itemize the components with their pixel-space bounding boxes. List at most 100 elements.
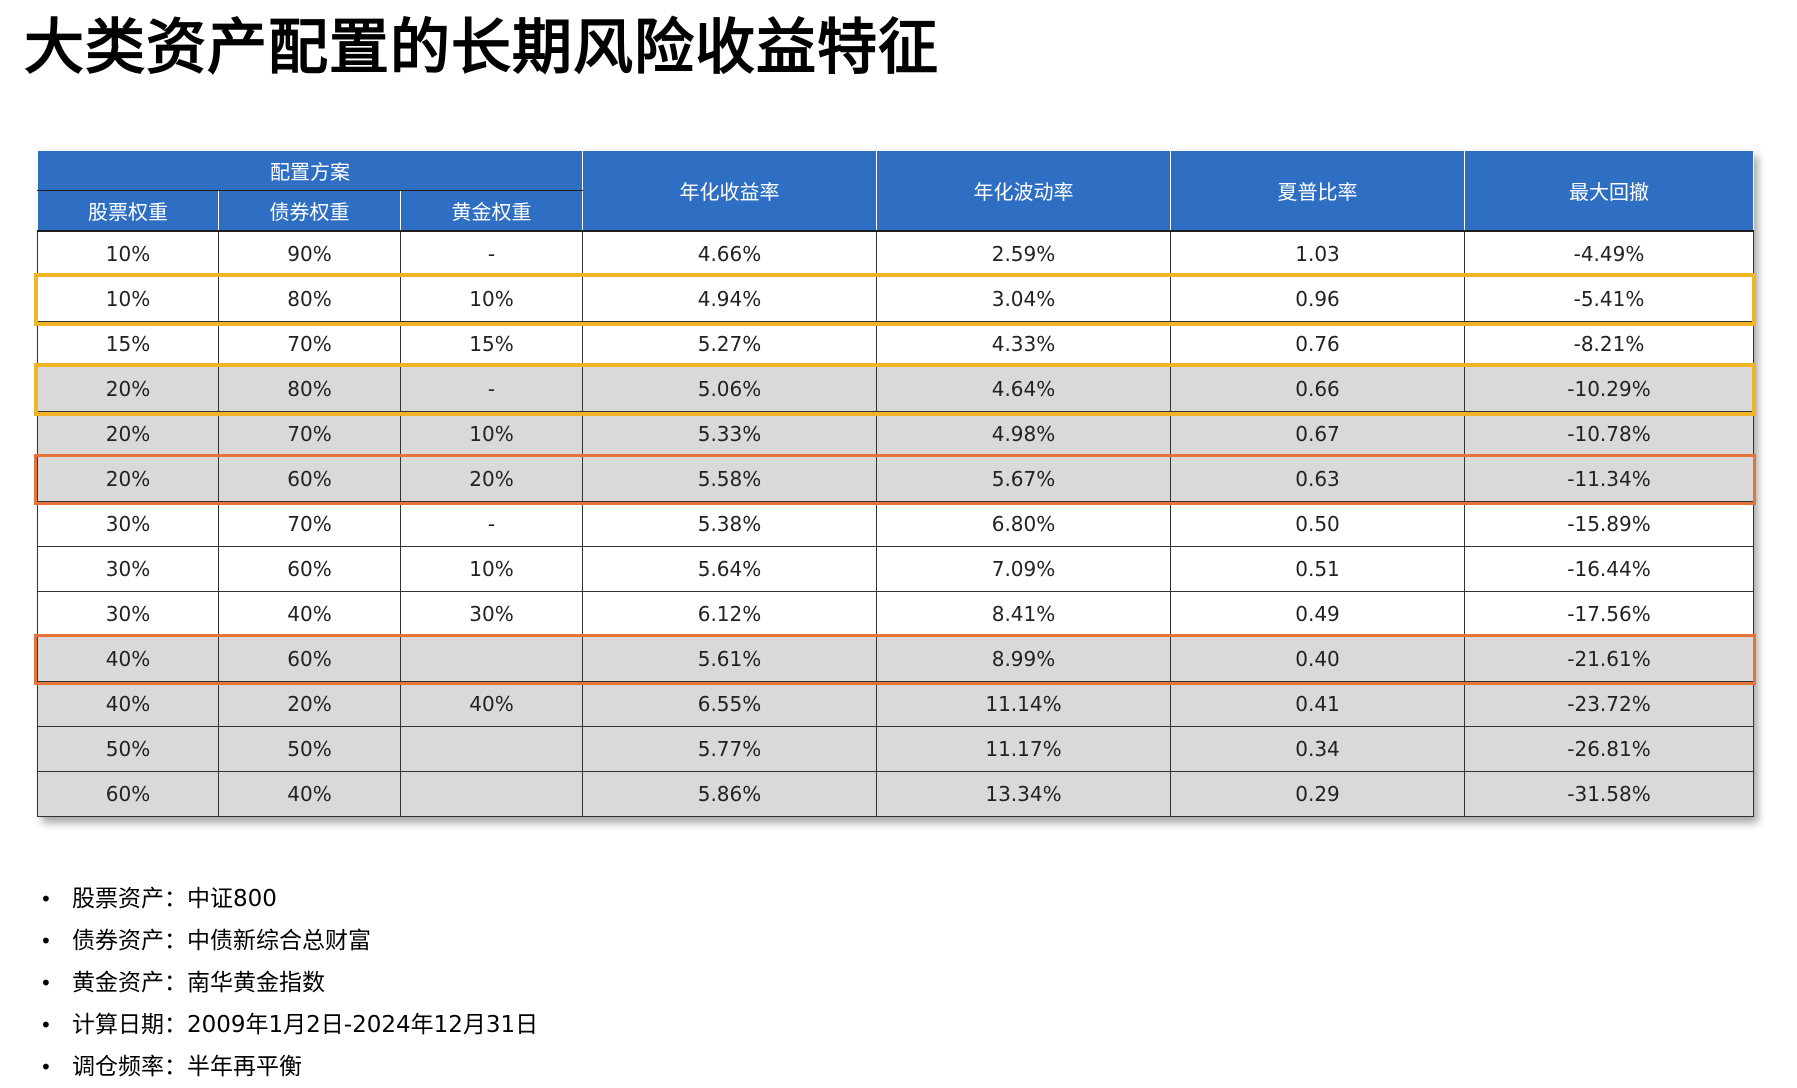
table-row: 15% 70% 15% 5.27% 4.33% 0.76 -8.21% — [37, 321, 1754, 367]
cell-annual-return: 5.86% — [582, 771, 877, 817]
cell-annual-volatility: 8.99% — [876, 636, 1171, 682]
cell-max-drawdown: -8.21% — [1464, 321, 1754, 367]
table-row: 30% 40% 30% 6.12% 8.41% 0.49 -17.56% — [37, 591, 1754, 637]
cell-gold-weight: 20% — [400, 456, 583, 502]
bullet-icon: • — [40, 929, 52, 953]
cell-stock-weight: 20% — [37, 366, 219, 412]
cell-sharpe-ratio: 0.76 — [1170, 321, 1465, 367]
cell-bond-weight: 60% — [218, 636, 401, 682]
cell-max-drawdown: -11.34% — [1464, 456, 1754, 502]
cell-bond-weight: 20% — [218, 681, 401, 727]
cell-stock-weight: 50% — [37, 726, 219, 772]
cell-sharpe-ratio: 0.49 — [1170, 591, 1465, 637]
cell-annual-return: 6.55% — [582, 681, 877, 727]
cell-sharpe-ratio: 0.96 — [1170, 276, 1465, 322]
cell-max-drawdown: -23.72% — [1464, 681, 1754, 727]
cell-sharpe-ratio: 0.50 — [1170, 501, 1465, 547]
cell-annual-return: 5.61% — [582, 636, 877, 682]
cell-annual-volatility: 13.34% — [876, 771, 1171, 817]
cell-stock-weight: 60% — [37, 771, 219, 817]
allocation-table: 配置方案 年化收益率 年化波动率 夏普比率 最大回撤 股票权重 债券权重 黄金权… — [37, 150, 1754, 817]
cell-annual-volatility: 5.67% — [876, 456, 1171, 502]
cell-stock-weight: 30% — [37, 501, 219, 547]
table-row: 30% 70% -5.38% 6.80% 0.50 -15.89% — [37, 501, 1754, 547]
cell-bond-weight: 90% — [218, 230, 401, 277]
cell-annual-return: 5.33% — [582, 411, 877, 457]
cell-annual-return: 5.77% — [582, 726, 877, 772]
header-max-drawdown: 最大回撤 — [1464, 150, 1754, 232]
cell-sharpe-ratio: 0.66 — [1170, 366, 1465, 412]
cell-bond-weight: 70% — [218, 411, 401, 457]
cell-stock-weight: 15% — [37, 321, 219, 367]
bullet-icon: • — [40, 971, 52, 995]
cell-annual-return: 5.06% — [582, 366, 877, 412]
cell-annual-return: 4.66% — [582, 230, 877, 277]
note-item: • 调仓频率：半年再平衡 — [40, 1046, 538, 1088]
cell-annual-return: 5.58% — [582, 456, 877, 502]
table-row: 40% 20% 40% 6.55% 11.14% 0.41 -23.72% — [37, 681, 1754, 727]
cell-gold-weight: 10% — [400, 546, 583, 592]
cell-gold-weight: - — [400, 501, 583, 547]
cell-max-drawdown: -10.29% — [1464, 366, 1754, 412]
table-row: 20% 70% 10% 5.33% 4.98% 0.67 -10.78% — [37, 411, 1754, 457]
cell-annual-return: 5.64% — [582, 546, 877, 592]
cell-bond-weight: 70% — [218, 501, 401, 547]
note-rebalance-freq: 调仓频率：半年再平衡 — [72, 1054, 302, 1080]
cell-gold-weight: 10% — [400, 411, 583, 457]
cell-stock-weight: 30% — [37, 591, 219, 637]
cell-max-drawdown: -26.81% — [1464, 726, 1754, 772]
cell-gold-weight: 30% — [400, 591, 583, 637]
cell-sharpe-ratio: 0.51 — [1170, 546, 1465, 592]
cell-bond-weight: 40% — [218, 591, 401, 637]
header-annual-volatility: 年化波动率 — [876, 150, 1171, 232]
cell-max-drawdown: -31.58% — [1464, 771, 1754, 817]
cell-gold-weight: 40% — [400, 681, 583, 727]
cell-gold-weight — [400, 771, 583, 817]
note-bond-asset: 债券资产：中债新综合总财富 — [72, 928, 371, 954]
cell-annual-volatility: 6.80% — [876, 501, 1171, 547]
header-annual-return: 年化收益率 — [582, 150, 877, 232]
note-stock-asset: 股票资产：中证800 — [72, 886, 277, 912]
table-row: 10% 90% -4.66% 2.59% 1.03 -4.49% — [37, 230, 1754, 277]
cell-max-drawdown: -5.41% — [1464, 276, 1754, 322]
table-row: 50% 50% 5.77% 11.17% 0.34 -26.81% — [37, 726, 1754, 772]
note-item: • 计算日期：2009年1月2日-2024年12月31日 — [40, 1004, 538, 1046]
cell-sharpe-ratio: 0.34 — [1170, 726, 1465, 772]
note-item: • 债券资产：中债新综合总财富 — [40, 920, 538, 962]
notes-list: • 股票资产：中证800 • 债券资产：中债新综合总财富 • 黄金资产：南华黄金指数 … — [40, 878, 538, 1088]
cell-gold-weight — [400, 726, 583, 772]
table-body: 10% 90% -4.66% 2.59% 1.03 -4.49% 10% 80% 10% 4.94… — [37, 230, 1754, 817]
cell-annual-volatility: 4.64% — [876, 366, 1171, 412]
bullet-icon: • — [40, 887, 52, 911]
cell-stock-weight: 20% — [37, 456, 219, 502]
cell-bond-weight: 40% — [218, 771, 401, 817]
cell-annual-volatility: 8.41% — [876, 591, 1171, 637]
note-item: • 黄金资产：南华黄金指数 — [40, 962, 538, 1004]
allocation-table-container: 配置方案 年化收益率 年化波动率 夏普比率 最大回撤 股票权重 债券权重 黄金权… — [37, 150, 1754, 817]
cell-annual-return: 5.38% — [582, 501, 877, 547]
header-gold-weight: 黄金权重 — [400, 190, 583, 232]
cell-stock-weight: 10% — [37, 230, 219, 277]
table-row: 20% 60% 20% 5.58% 5.67% 0.63 -11.34% — [37, 456, 1754, 502]
cell-max-drawdown: -10.78% — [1464, 411, 1754, 457]
note-gold-asset: 黄金资产：南华黄金指数 — [72, 970, 325, 996]
cell-sharpe-ratio: 0.40 — [1170, 636, 1465, 682]
cell-max-drawdown: -21.61% — [1464, 636, 1754, 682]
cell-max-drawdown: -16.44% — [1464, 546, 1754, 592]
cell-bond-weight: 80% — [218, 366, 401, 412]
cell-annual-return: 4.94% — [582, 276, 877, 322]
table-row: 20% 80% -5.06% 4.64% 0.66 -10.29% — [37, 366, 1754, 412]
cell-sharpe-ratio: 0.63 — [1170, 456, 1465, 502]
header-sharpe-ratio: 夏普比率 — [1170, 150, 1465, 232]
cell-gold-weight: - — [400, 366, 583, 412]
note-calc-date: 计算日期：2009年1月2日-2024年12月31日 — [72, 1012, 539, 1038]
table-row: 10% 80% 10% 4.94% 3.04% 0.96 -5.41% — [37, 276, 1754, 322]
cell-stock-weight: 40% — [37, 636, 219, 682]
cell-annual-volatility: 7.09% — [876, 546, 1171, 592]
cell-gold-weight — [400, 636, 583, 682]
cell-annual-volatility: 3.04% — [876, 276, 1171, 322]
cell-annual-volatility: 4.98% — [876, 411, 1171, 457]
bullet-icon: • — [40, 1013, 52, 1037]
cell-sharpe-ratio: 1.03 — [1170, 230, 1465, 277]
cell-stock-weight: 10% — [37, 276, 219, 322]
